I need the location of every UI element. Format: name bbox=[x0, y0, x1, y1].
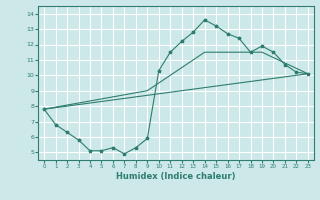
X-axis label: Humidex (Indice chaleur): Humidex (Indice chaleur) bbox=[116, 172, 236, 181]
